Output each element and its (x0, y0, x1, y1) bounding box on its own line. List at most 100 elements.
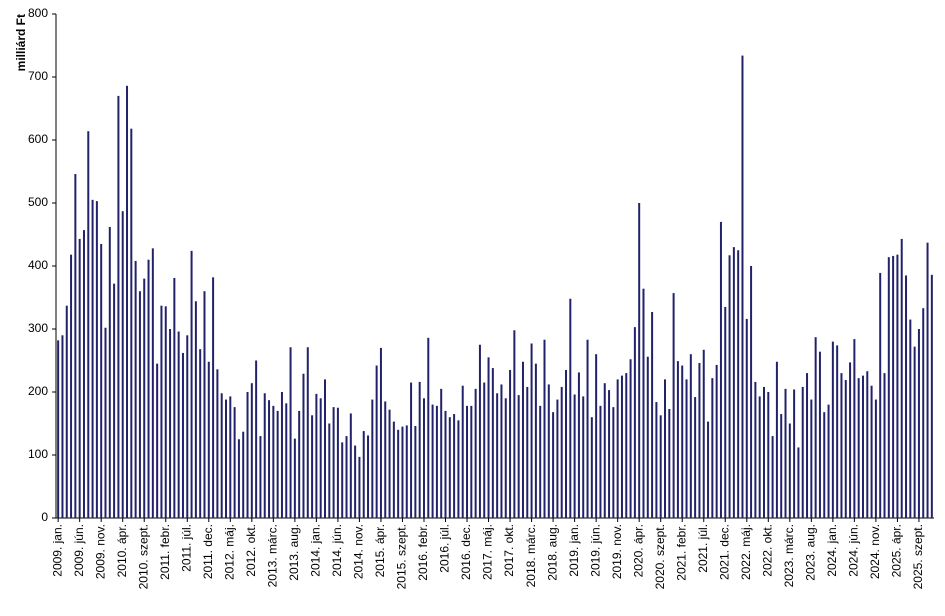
bar (603, 383, 606, 518)
bar (57, 340, 60, 518)
bar (681, 365, 684, 518)
bar (879, 272, 882, 518)
bar (582, 396, 585, 518)
bar (431, 404, 434, 518)
bar (586, 339, 589, 518)
bar (633, 327, 636, 518)
x-tick-label: 2014. nov. (352, 524, 366, 579)
bar (840, 373, 843, 518)
bar (242, 431, 245, 518)
bar (375, 365, 378, 518)
bar (565, 369, 568, 518)
bar (336, 407, 339, 518)
bar (147, 259, 150, 518)
bar (173, 277, 176, 518)
bar (702, 349, 705, 518)
x-tick-label: 2019. jan. (567, 524, 581, 577)
bar (268, 400, 271, 518)
x-tick-label: 2020. szept. (653, 524, 667, 589)
bar (177, 331, 180, 518)
x-tick-label: 2010. szept. (136, 524, 150, 589)
bar (629, 359, 632, 518)
bar (151, 248, 154, 519)
bar (664, 379, 667, 518)
bar (762, 386, 765, 518)
bar (345, 436, 348, 518)
bar (913, 346, 916, 518)
bar (646, 356, 649, 518)
bar (556, 399, 559, 518)
bar (216, 369, 219, 518)
bar (250, 383, 253, 518)
bar (818, 351, 821, 518)
bar (887, 257, 890, 518)
bar (74, 174, 77, 518)
x-tick-label: 2021. dec. (717, 524, 731, 580)
bar (750, 266, 753, 518)
bar (70, 254, 73, 518)
bar (474, 388, 477, 518)
bar (332, 407, 335, 518)
bar (806, 373, 809, 518)
bar (276, 410, 279, 518)
bar (418, 381, 421, 518)
x-tick-label: 2011. júl. (179, 524, 193, 572)
bar (496, 393, 499, 518)
bar (560, 386, 563, 518)
bar (797, 447, 800, 518)
bar (577, 372, 580, 518)
y-tick-label: 200 (28, 384, 48, 398)
x-tick-label: 2017. okt. (502, 524, 516, 577)
x-tick-label: 2012. máj. (222, 524, 236, 580)
bar (422, 398, 425, 518)
bar (599, 405, 602, 518)
bar (517, 395, 520, 518)
bar (405, 425, 408, 518)
bar (186, 335, 189, 518)
bar (595, 354, 598, 518)
bar (233, 407, 236, 518)
bar (745, 318, 748, 518)
bar (651, 311, 654, 518)
bar (509, 369, 512, 518)
bar (246, 392, 249, 518)
y-tick-label: 800 (28, 6, 48, 20)
bar (397, 429, 400, 518)
x-tick-label: 2020. ápr. (631, 524, 645, 577)
bar (771, 436, 774, 518)
bar (741, 55, 744, 519)
y-tick-label: 100 (28, 447, 48, 461)
bar (121, 211, 124, 518)
bar (844, 380, 847, 518)
bar (590, 417, 593, 518)
bar (573, 394, 576, 518)
bar (892, 255, 895, 519)
bar (689, 354, 692, 518)
bar (810, 399, 813, 518)
bar (870, 385, 873, 518)
bar (367, 435, 370, 518)
x-tick-label: 2018. aug. (545, 524, 559, 581)
bar (289, 347, 292, 518)
x-tick-label: 2021. júl. (696, 524, 710, 573)
bar (491, 368, 494, 518)
bar (530, 343, 533, 518)
bar (853, 339, 856, 518)
bar (181, 352, 184, 518)
bar (521, 361, 524, 518)
bar (65, 305, 68, 518)
x-tick-label: 2025. szept. (911, 524, 925, 589)
bar (315, 393, 318, 518)
x-tick-label: 2023. aug. (804, 524, 818, 581)
y-tick-label: 300 (28, 321, 48, 335)
bar (78, 238, 81, 518)
bar (160, 305, 163, 518)
bar (547, 384, 550, 518)
bar (384, 401, 387, 518)
x-tick-label: 2016. febr. (416, 524, 430, 581)
x-tick-label: 2023. márc. (782, 524, 796, 587)
bar (784, 388, 787, 518)
bar (435, 405, 438, 518)
bar (255, 360, 258, 518)
bar (388, 409, 391, 518)
